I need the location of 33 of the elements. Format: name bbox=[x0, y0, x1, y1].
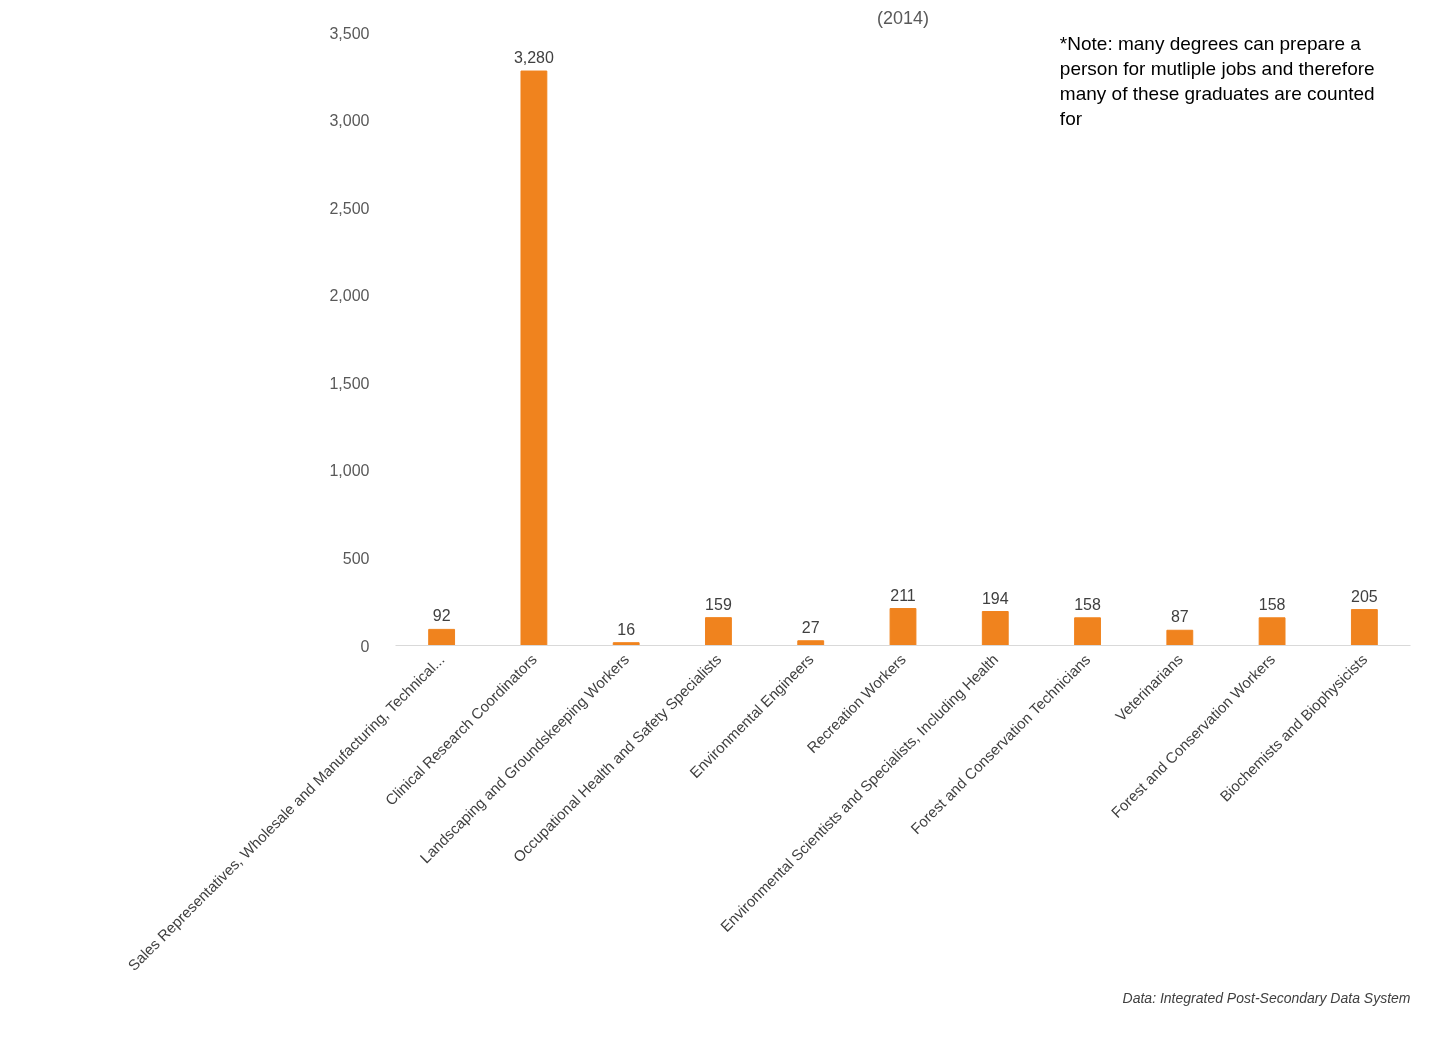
data-label: 16 bbox=[617, 620, 636, 638]
y-tick-label: 500 bbox=[342, 549, 370, 567]
y-tick-label: 3,000 bbox=[329, 112, 370, 130]
bar bbox=[705, 617, 732, 646]
y-tick-label: 3,500 bbox=[329, 24, 370, 42]
bar bbox=[1074, 617, 1101, 646]
data-label: 92 bbox=[432, 607, 451, 625]
y-tick-label: 2,500 bbox=[329, 199, 370, 217]
data-label: 3,280 bbox=[513, 49, 555, 67]
data-label: 158 bbox=[1074, 595, 1101, 613]
data-label: 205 bbox=[1351, 587, 1378, 605]
y-tick-label: 1,500 bbox=[329, 374, 370, 392]
bar bbox=[1166, 629, 1194, 646]
bar bbox=[797, 640, 825, 646]
bar bbox=[981, 611, 1009, 646]
text: Data: Integrated Post-Secondary Data System bbox=[1122, 989, 1411, 1006]
y-tick-label: 1,000 bbox=[329, 462, 370, 480]
data-label: 87 bbox=[1170, 608, 1189, 626]
y-tick-label: 0 bbox=[360, 637, 370, 655]
bar bbox=[1258, 617, 1286, 646]
bar bbox=[1350, 609, 1378, 646]
data-label: 211 bbox=[890, 586, 916, 604]
data-label: 27 bbox=[801, 618, 820, 636]
data-label: 159 bbox=[705, 595, 732, 613]
bar bbox=[612, 642, 640, 646]
chart-title: (2014) bbox=[876, 7, 930, 28]
bar bbox=[520, 70, 548, 646]
data-label: 158 bbox=[1258, 595, 1286, 613]
bar bbox=[428, 628, 456, 646]
bar bbox=[889, 608, 917, 646]
annotation: *Note: many degrees can prepare a person for mutliple jobs and therefore many of these graduates are counted for bbox=[1059, 32, 1375, 130]
y-tick-label: 2,000 bbox=[329, 287, 370, 305]
data-label: 194 bbox=[981, 589, 1009, 607]
